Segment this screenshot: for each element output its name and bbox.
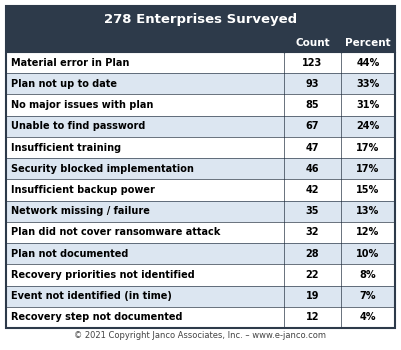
Text: 17%: 17% [356,164,379,174]
Bar [6,201,395,222]
Text: Unable to find password: Unable to find password [11,121,146,131]
Text: 12%: 12% [356,228,379,237]
Text: 28: 28 [306,249,319,259]
Bar [6,94,395,116]
Bar [6,286,395,307]
Text: No major issues with plan: No major issues with plan [11,100,153,110]
Text: Count: Count [295,38,330,48]
Bar [6,34,395,52]
Bar [6,137,395,158]
Text: 42: 42 [306,185,319,195]
Bar [6,307,395,328]
Text: 13%: 13% [356,206,379,216]
Text: 67: 67 [306,121,319,131]
Text: 35: 35 [306,206,319,216]
Bar [6,6,395,34]
Bar [6,180,395,201]
Text: 278 Enterprises Surveyed: 278 Enterprises Surveyed [104,14,297,27]
Text: 15%: 15% [356,185,379,195]
Text: 46: 46 [306,164,319,174]
Text: 47: 47 [306,142,319,153]
Text: Plan not up to date: Plan not up to date [11,79,117,89]
Text: 33%: 33% [356,79,379,89]
Text: 22: 22 [306,270,319,280]
Text: Material error in Plan: Material error in Plan [11,58,130,68]
Text: Network missing / failure: Network missing / failure [11,206,150,216]
Text: Event not identified (in time): Event not identified (in time) [11,291,172,301]
Bar [6,116,395,137]
Text: Recovery step not documented: Recovery step not documented [11,313,182,322]
Text: Percent: Percent [345,38,391,48]
Text: © 2021 Copyright Janco Associates, Inc. – www.e-janco.com: © 2021 Copyright Janco Associates, Inc. … [75,331,326,341]
Text: 31%: 31% [356,100,379,110]
Text: 24%: 24% [356,121,379,131]
Bar [6,243,395,264]
Text: 17%: 17% [356,142,379,153]
Bar [6,222,395,243]
Text: 12: 12 [306,313,319,322]
Bar [6,52,395,73]
Text: 93: 93 [306,79,319,89]
Text: 8%: 8% [359,270,376,280]
Bar [6,73,395,94]
Text: Plan did not cover ransomware attack: Plan did not cover ransomware attack [11,228,221,237]
Text: Insufficient training: Insufficient training [11,142,121,153]
Text: 85: 85 [306,100,319,110]
Text: Security blocked implementation: Security blocked implementation [11,164,194,174]
Text: Insufficient backup power: Insufficient backup power [11,185,155,195]
Text: Plan not documented: Plan not documented [11,249,128,259]
Text: 32: 32 [306,228,319,237]
Bar [6,264,395,286]
Text: Recovery priorities not identified: Recovery priorities not identified [11,270,195,280]
Text: 19: 19 [306,291,319,301]
Text: 123: 123 [302,58,322,68]
Text: 10%: 10% [356,249,379,259]
Bar [6,158,395,180]
Text: 7%: 7% [360,291,376,301]
Text: 4%: 4% [360,313,376,322]
Text: 44%: 44% [356,58,379,68]
